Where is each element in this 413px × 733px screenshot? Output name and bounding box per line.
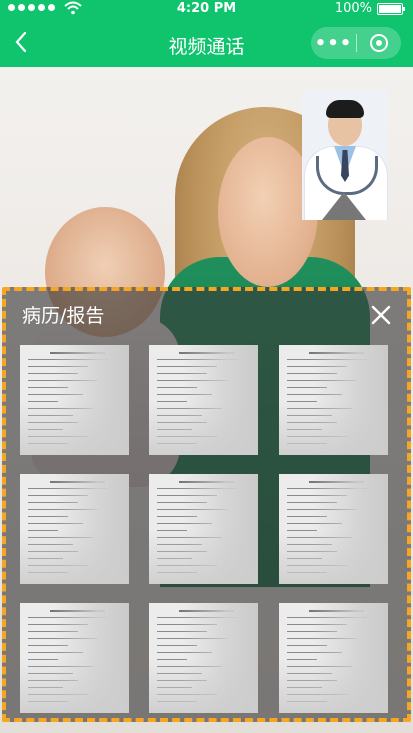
record-text-line [157,645,197,646]
battery-percent: 100% [334,1,372,16]
doctor-video-thumbnail[interactable] [302,90,388,220]
record-text-line [28,387,68,388]
close-miniprogram-icon[interactable] [357,34,401,52]
record-blur-bottom [279,529,388,584]
nav-header: 视频通话 ••• [0,20,413,67]
top-bar: 4:20 PM 100% 视频通话 ••• [0,0,413,67]
record-thumbnail[interactable] [149,345,258,455]
wifi-icon [64,1,82,15]
record-thumbnail[interactable] [279,474,388,584]
record-thumbnail[interactable] [149,474,258,584]
record-text-line [287,516,327,517]
battery-icon [377,2,405,15]
more-icon[interactable]: ••• [314,32,353,54]
doctor-tie [341,150,349,182]
miniprogram-capsule: ••• [311,27,401,59]
record-text-line [157,387,197,388]
record-text-line [28,645,68,646]
record-thumbnail[interactable] [20,345,129,455]
video-person-face [218,137,318,287]
record-text-line [287,387,327,388]
records-panel-title: 病历/报告 [22,305,105,327]
record-thumbnail[interactable] [149,603,258,713]
camera-switch-indicator [322,192,366,220]
close-icon[interactable] [369,303,393,327]
record-blur-bottom [20,529,129,584]
doctor-hair [326,100,364,118]
record-text-line [287,645,327,646]
record-blur-bottom [20,400,129,455]
record-text-line [157,516,197,517]
record-thumbnail[interactable] [20,474,129,584]
status-time: 4:20 PM [176,1,237,16]
battery-fill [379,4,401,13]
record-blur-bottom [149,529,258,584]
capsule-divider [356,34,357,52]
record-blur-bottom [149,658,258,713]
back-icon[interactable] [10,30,34,54]
record-thumbnail[interactable] [20,603,129,713]
record-blur-bottom [20,658,129,713]
records-panel: 病历/报告 [2,287,411,722]
record-blur-bottom [149,400,258,455]
record-blur-bottom [279,400,388,455]
record-thumbnail[interactable] [279,345,388,455]
record-text-line [28,516,68,517]
battery-area: 100% [334,1,405,16]
record-thumbnail[interactable] [279,603,388,713]
page-title: 视频通话 [168,36,245,58]
record-blur-bottom [279,658,388,713]
signal-strength [8,4,55,11]
status-bar: 4:20 PM 100% [0,0,413,20]
